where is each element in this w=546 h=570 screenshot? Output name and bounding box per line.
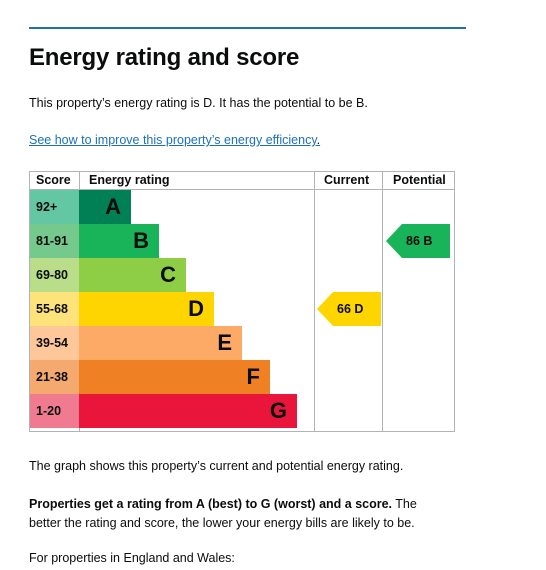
band-bar-f: F: [79, 360, 270, 394]
ratings-explanation-bold: Properties get a rating from A (best) to…: [29, 497, 393, 511]
current-rating-label: 66 D: [337, 302, 364, 316]
band-letter: B: [133, 228, 149, 253]
band-score-range: 81-91: [30, 224, 79, 258]
band-letter: F: [246, 364, 260, 389]
band-bar-g: G: [79, 394, 297, 428]
header-current: Current: [324, 173, 370, 187]
band-score-range: 39-54: [30, 326, 79, 360]
band-letter: C: [160, 262, 176, 287]
potential-column-divider: [382, 172, 383, 431]
energy-rating-chart: Score Energy rating Current Potential 92…: [29, 171, 455, 432]
band-bar-a: A: [79, 190, 131, 224]
header-potential: Potential: [393, 173, 446, 187]
page-title: Energy rating and score: [29, 44, 300, 71]
potential-arrow-shape: [386, 224, 450, 258]
band-score-range: 1-20: [30, 394, 79, 428]
band-bar-c: C: [79, 258, 186, 292]
current-rating-marker: 66 D: [317, 292, 381, 326]
improve-efficiency-link-text[interactable]: See how to improve this property’s energ…: [29, 133, 317, 147]
potential-rating-marker: 86 B: [386, 224, 450, 258]
band-letter: D: [188, 296, 204, 321]
improve-efficiency-link[interactable]: See how to improve this property’s energ…: [29, 133, 320, 147]
ratings-explanation: Properties get a rating from A (best) to…: [29, 495, 449, 533]
band-letter: E: [217, 330, 232, 355]
potential-rating-label: 86 B: [406, 234, 433, 248]
current-column-divider: [314, 172, 315, 431]
ratings-explanation-rest: The better the rating and score, the low…: [29, 497, 417, 530]
england-wales-heading: For properties in England and Wales:: [29, 551, 235, 565]
current-arrow-shape: [317, 292, 381, 326]
link-trailing-period: .: [316, 133, 321, 147]
header-score: Score: [36, 173, 71, 187]
band-score-range: 55-68: [30, 292, 79, 326]
header-divider: [30, 189, 454, 190]
band-score-range: 69-80: [30, 258, 79, 292]
band-letter: A: [105, 194, 121, 219]
band-bar-e: E: [79, 326, 242, 360]
band-score-range: 92+: [30, 190, 79, 224]
band-score-range: 21-38: [30, 360, 79, 394]
section-divider: [29, 27, 466, 29]
band-bar-b: B: [79, 224, 159, 258]
rating-summary: This property’s energy rating is D. It h…: [29, 96, 368, 110]
band-bar-d: D: [79, 292, 214, 326]
header-energy-rating: Energy rating: [89, 173, 170, 187]
band-letter: G: [269, 398, 287, 423]
graph-caption: The graph shows this property’s current …: [29, 459, 404, 473]
